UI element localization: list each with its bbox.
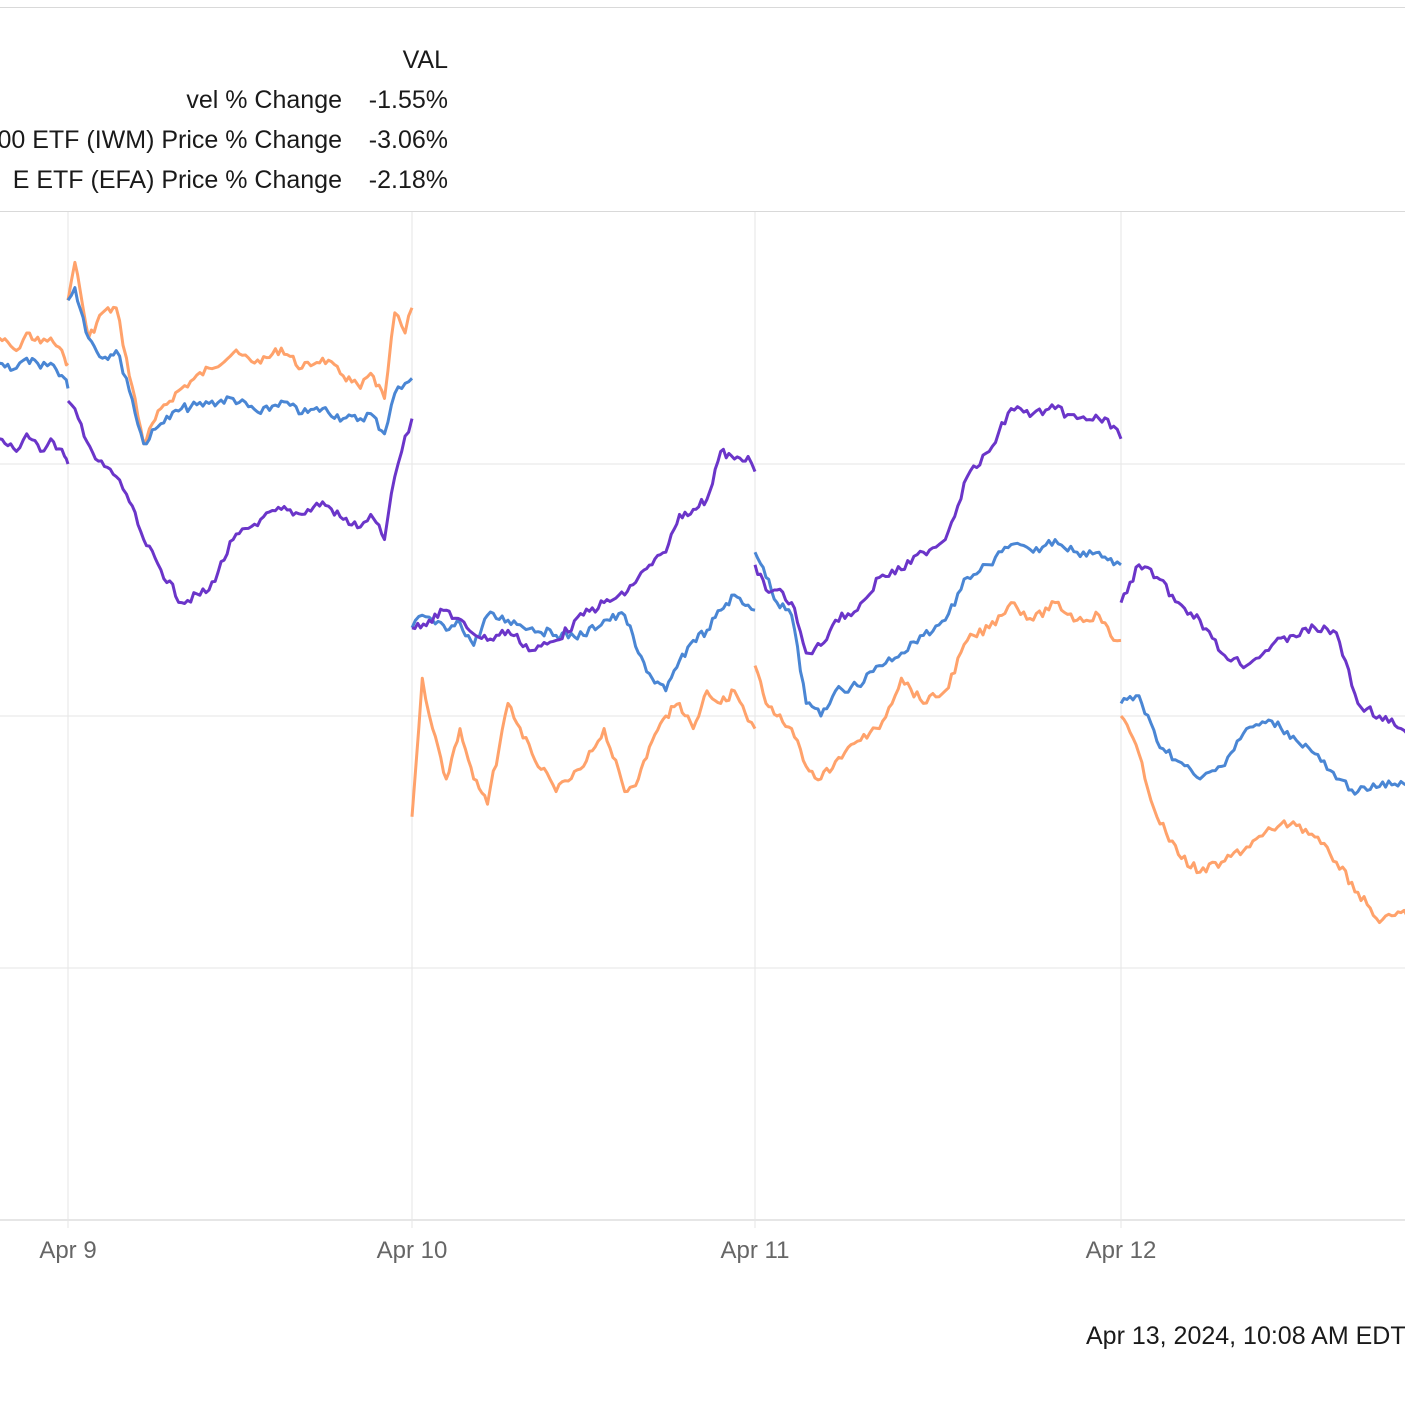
top-divider — [0, 7, 1405, 8]
x-tick-label: Apr 11 — [721, 1237, 790, 1264]
legend-row: E ETF (EFA) Price % Change -2.18% — [0, 160, 460, 200]
series-line — [66, 286, 414, 446]
series-line — [66, 399, 414, 605]
series-line — [410, 593, 756, 693]
x-tick-label: Apr 9 — [39, 1237, 96, 1264]
legend-label: E ETF (EFA) Price % Change — [12, 166, 342, 194]
series-line — [753, 403, 1123, 656]
series-line — [66, 260, 414, 446]
series-line — [1119, 563, 1405, 734]
series-line — [1119, 715, 1405, 925]
series-line — [1119, 694, 1405, 796]
legend-label: 00 ETF (IWM) Price % Change — [0, 126, 342, 154]
legend-value: -3.06% — [368, 126, 448, 154]
series-line — [753, 538, 1122, 718]
legend-row: vel % Change -1.55% — [0, 80, 460, 120]
series-line — [411, 447, 757, 653]
series-line — [753, 600, 1122, 782]
legend-label: vel % Change — [186, 86, 342, 114]
x-tick-label: Apr 10 — [377, 1237, 448, 1264]
legend-row: 00 ETF (IWM) Price % Change -3.06% — [0, 120, 460, 160]
series-line — [410, 676, 757, 817]
legend-value: -1.55% — [368, 86, 448, 114]
legend-header: VAL — [402, 46, 448, 74]
footer-timestamp: Apr 13, 2024, 10:08 AM EDT Po — [1086, 1322, 1405, 1350]
series-line — [0, 432, 70, 465]
legend-value: -2.18% — [368, 166, 448, 194]
series-line — [0, 356, 70, 389]
series-line — [0, 331, 70, 367]
x-tick-label: Apr 12 — [1086, 1237, 1157, 1264]
legend-divider — [0, 211, 1405, 212]
